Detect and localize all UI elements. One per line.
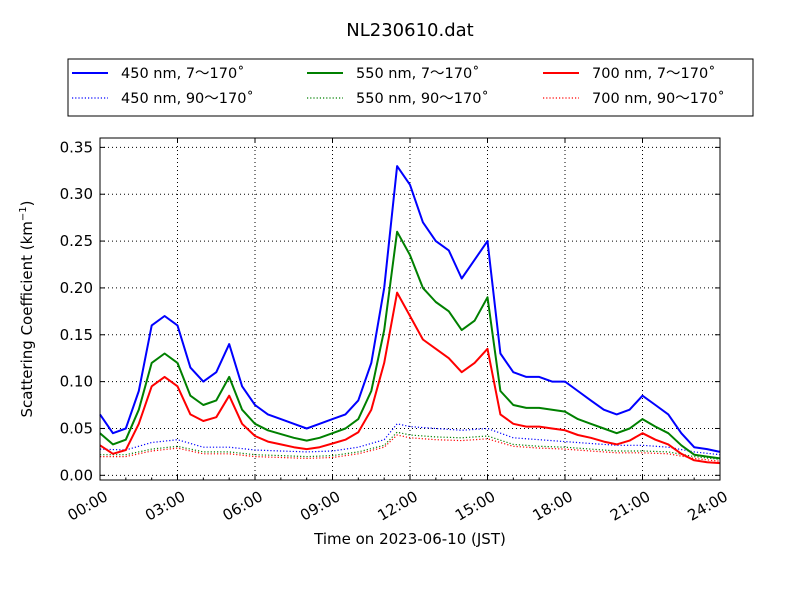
y-tick-label: 0.05 [60,419,93,437]
grid-lines [100,138,720,480]
y-axis-label-main: Scattering Coefficient (km [18,221,36,417]
series-line [100,431,721,460]
series-line [100,434,721,462]
x-tick-label: 09:00 [297,487,343,524]
x-tick-label: 00:00 [64,487,110,524]
series-line [99,165,721,453]
series-line [99,230,721,460]
y-tick-label: 0.15 [60,326,93,344]
axis-ticks [99,138,721,480]
y-tick-label: 0.25 [60,232,93,250]
x-tick-label: 18:00 [529,487,575,524]
chart-title: NL230610.dat [346,20,473,41]
legend-label: 700 nm, 90～170˚ [592,90,725,107]
y-tick-label: 0.30 [60,185,93,203]
series-line [99,423,721,456]
legend: 450 nm, 7～170˚ 550 nm, 7～170˚ 700 nm, 7～17… [67,58,754,117]
x-tick-labels: 00:00 03:00 06:00 09:00 12:00 15:00 18:00 21:00… [64,487,730,524]
legend-label: 550 nm, 7～170˚ [356,65,479,82]
y-tick-labels: 0.00 0.05 0.10 0.15 0.20 0.25 0.30 0.35 [60,138,93,484]
y-tick-label: 0.20 [60,279,93,297]
x-tick-label: 21:00 [607,487,653,524]
legend-label: 700 nm, 7～170˚ [592,65,715,82]
series-group [99,165,721,465]
x-tick-label: 24:00 [684,487,730,524]
y-tick-label: 0.35 [60,138,93,156]
x-tick-label: 15:00 [452,487,498,524]
x-tick-label: 03:00 [142,487,188,524]
y-axis-label-close: ) [18,200,36,206]
y-tick-label: 0.10 [60,373,93,391]
legend-label: 450 nm, 90～170˚ [121,90,254,107]
legend-label: 450 nm, 7～170˚ [121,65,244,82]
legend-label: 550 nm, 90～170˚ [356,90,489,107]
x-tick-label: 12:00 [374,487,420,524]
x-tick-label: 06:00 [219,487,265,524]
x-axis-label: Time on 2023-06-10 (JST) [313,530,506,548]
y-axis-label-superscript: −1 [18,206,29,221]
y-tick-label: 0.00 [60,466,93,484]
y-axis-label: Scattering Coefficient (km−1) [18,200,36,417]
series-line [99,291,721,465]
legend-frame [67,58,754,117]
